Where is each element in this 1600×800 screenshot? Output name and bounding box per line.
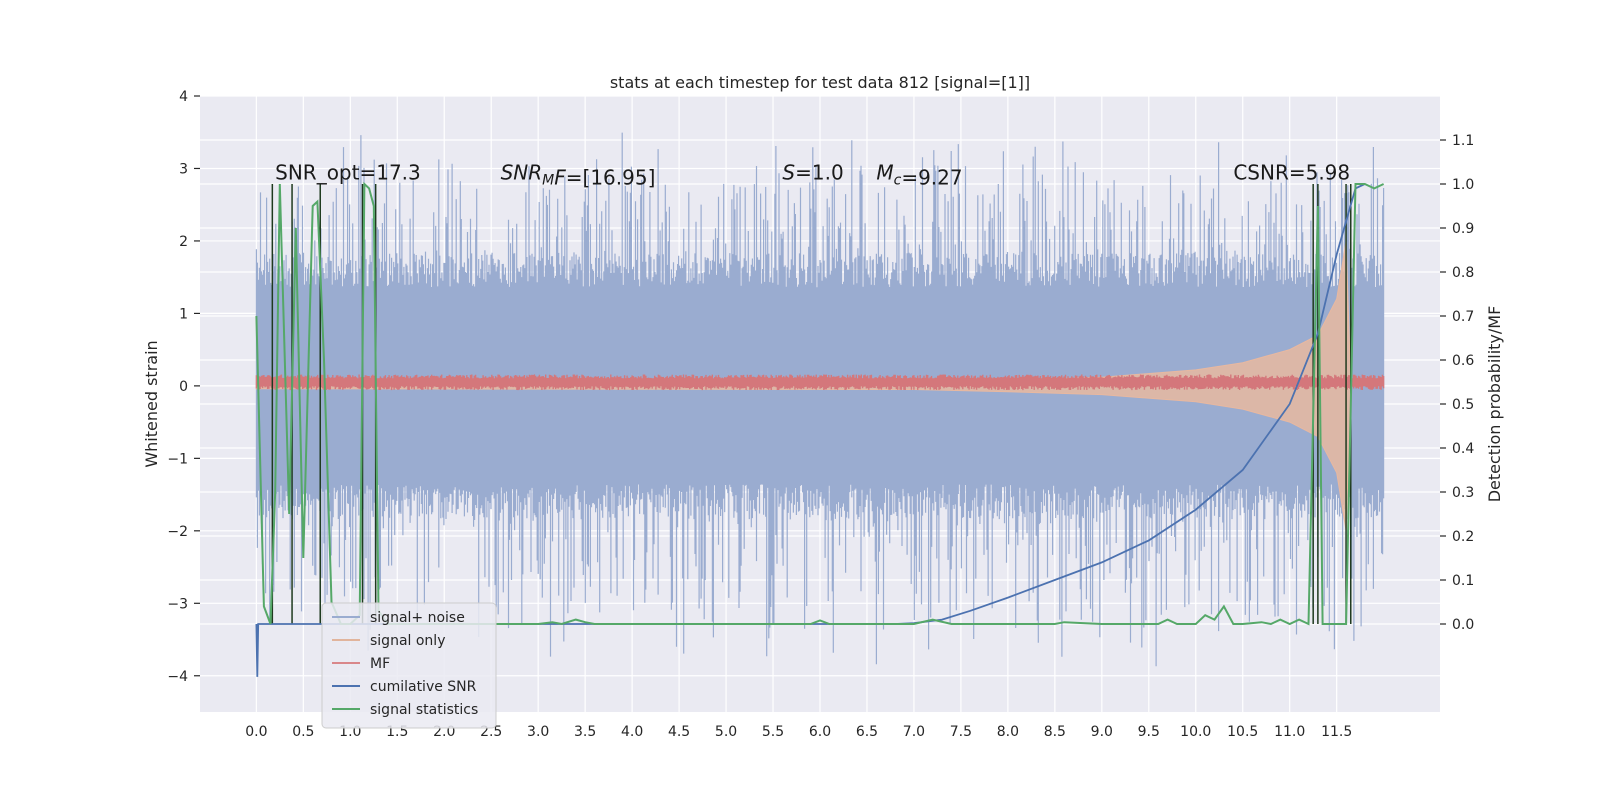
annotation-csnr: CSNR=5.98 bbox=[1233, 160, 1350, 184]
y2-axis-ticks: 0.0 0.1 0.2 0.3 0.4 0.5 0.6 0.7 0.8 0.9 1.0 1.1 bbox=[1440, 133, 1474, 633]
y2-tick-label: 0.3 bbox=[1452, 485, 1474, 501]
y2-tick-label: 0.0 bbox=[1452, 617, 1474, 633]
y-axis-label: Whitened strain bbox=[142, 340, 161, 467]
y2-tick-label: 0.4 bbox=[1452, 441, 1474, 457]
legend-frame bbox=[321, 602, 497, 729]
y2-tick-label: 0.5 bbox=[1452, 397, 1474, 413]
y-tick-label: −2 bbox=[167, 524, 188, 540]
series-signal-statistics bbox=[255, 181, 1385, 626]
x-tick-label: 6.0 bbox=[809, 724, 831, 740]
annotation-snr-opt: SNR_opt=17.3 bbox=[275, 160, 421, 184]
y2-tick-label: 0.8 bbox=[1452, 265, 1474, 281]
x-tick-label: 0.5 bbox=[292, 724, 314, 740]
y-tick-label: 0 bbox=[179, 379, 188, 395]
annotations: SNR_opt=17.3 SNRMF=[16.95] S=1.0 Mc=9.27 CSN… bbox=[275, 160, 1350, 189]
y2-tick-label: 0.1 bbox=[1452, 573, 1474, 589]
x-tick-label: 11.5 bbox=[1321, 724, 1352, 740]
x-tick-label: 3.0 bbox=[527, 724, 549, 740]
x-tick-label: 4.0 bbox=[621, 724, 643, 740]
x-tick-label: 0.0 bbox=[245, 724, 267, 740]
y2-tick-label: 0.9 bbox=[1452, 221, 1474, 237]
legend: signal+ noise signal only MF cumilative SNR… bbox=[321, 602, 497, 729]
x-tick-label: 7.5 bbox=[950, 724, 972, 740]
x-tick-label: 7.0 bbox=[903, 724, 925, 740]
y-tick-label: −1 bbox=[167, 451, 188, 467]
legend-label: signal statistics bbox=[370, 702, 478, 718]
x-tick-label: 5.0 bbox=[715, 724, 737, 740]
y-tick-label: 3 bbox=[179, 161, 188, 177]
series-mf bbox=[255, 374, 1385, 391]
annotation-snr-mf: SNRMF=[16.95] bbox=[501, 160, 656, 189]
x-tick-label: 10.0 bbox=[1180, 724, 1211, 740]
y2-tick-label: 0.2 bbox=[1452, 529, 1474, 545]
y-tick-label: −4 bbox=[167, 669, 188, 685]
legend-label: cumilative SNR bbox=[370, 679, 477, 695]
legend-label: signal only bbox=[370, 633, 445, 649]
x-tick-label: 8.5 bbox=[1044, 724, 1066, 740]
x-tick-label: 5.5 bbox=[762, 724, 784, 740]
y2-tick-label: 1.0 bbox=[1452, 177, 1474, 193]
y2-tick-label: 0.6 bbox=[1452, 353, 1474, 369]
x-tick-label: 4.5 bbox=[668, 724, 690, 740]
x-tick-label: 8.0 bbox=[997, 724, 1019, 740]
y-tick-label: 4 bbox=[179, 89, 188, 105]
chart-title: stats at each timestep for test data 812… bbox=[610, 73, 1030, 92]
annotation-mc-value: Mc=9.27 bbox=[876, 160, 962, 189]
y-tick-label: 1 bbox=[179, 306, 188, 322]
legend-label: MF bbox=[370, 656, 390, 672]
annotation-s-value: S=1.0 bbox=[782, 160, 843, 184]
y2-tick-label: 1.1 bbox=[1452, 133, 1474, 149]
y2-tick-label: 0.7 bbox=[1452, 309, 1474, 325]
y2-axis-label: Detection probability/MF bbox=[1485, 306, 1504, 503]
signal-statistics-line bbox=[255, 181, 1385, 626]
x-tick-label: 11.0 bbox=[1274, 724, 1305, 740]
x-tick-label: 3.5 bbox=[574, 724, 596, 740]
legend-label: signal+ noise bbox=[370, 610, 465, 626]
y-axis-ticks: −4 −3 −2 −1 0 1 2 3 4 bbox=[167, 89, 200, 685]
y-tick-label: −3 bbox=[167, 596, 188, 612]
x-tick-label: 9.0 bbox=[1091, 724, 1113, 740]
mf-trace bbox=[255, 374, 1385, 391]
y-tick-label: 2 bbox=[179, 234, 188, 250]
x-tick-label: 9.5 bbox=[1138, 724, 1160, 740]
x-tick-label: 6.5 bbox=[856, 724, 878, 740]
x-tick-label: 10.5 bbox=[1227, 724, 1258, 740]
